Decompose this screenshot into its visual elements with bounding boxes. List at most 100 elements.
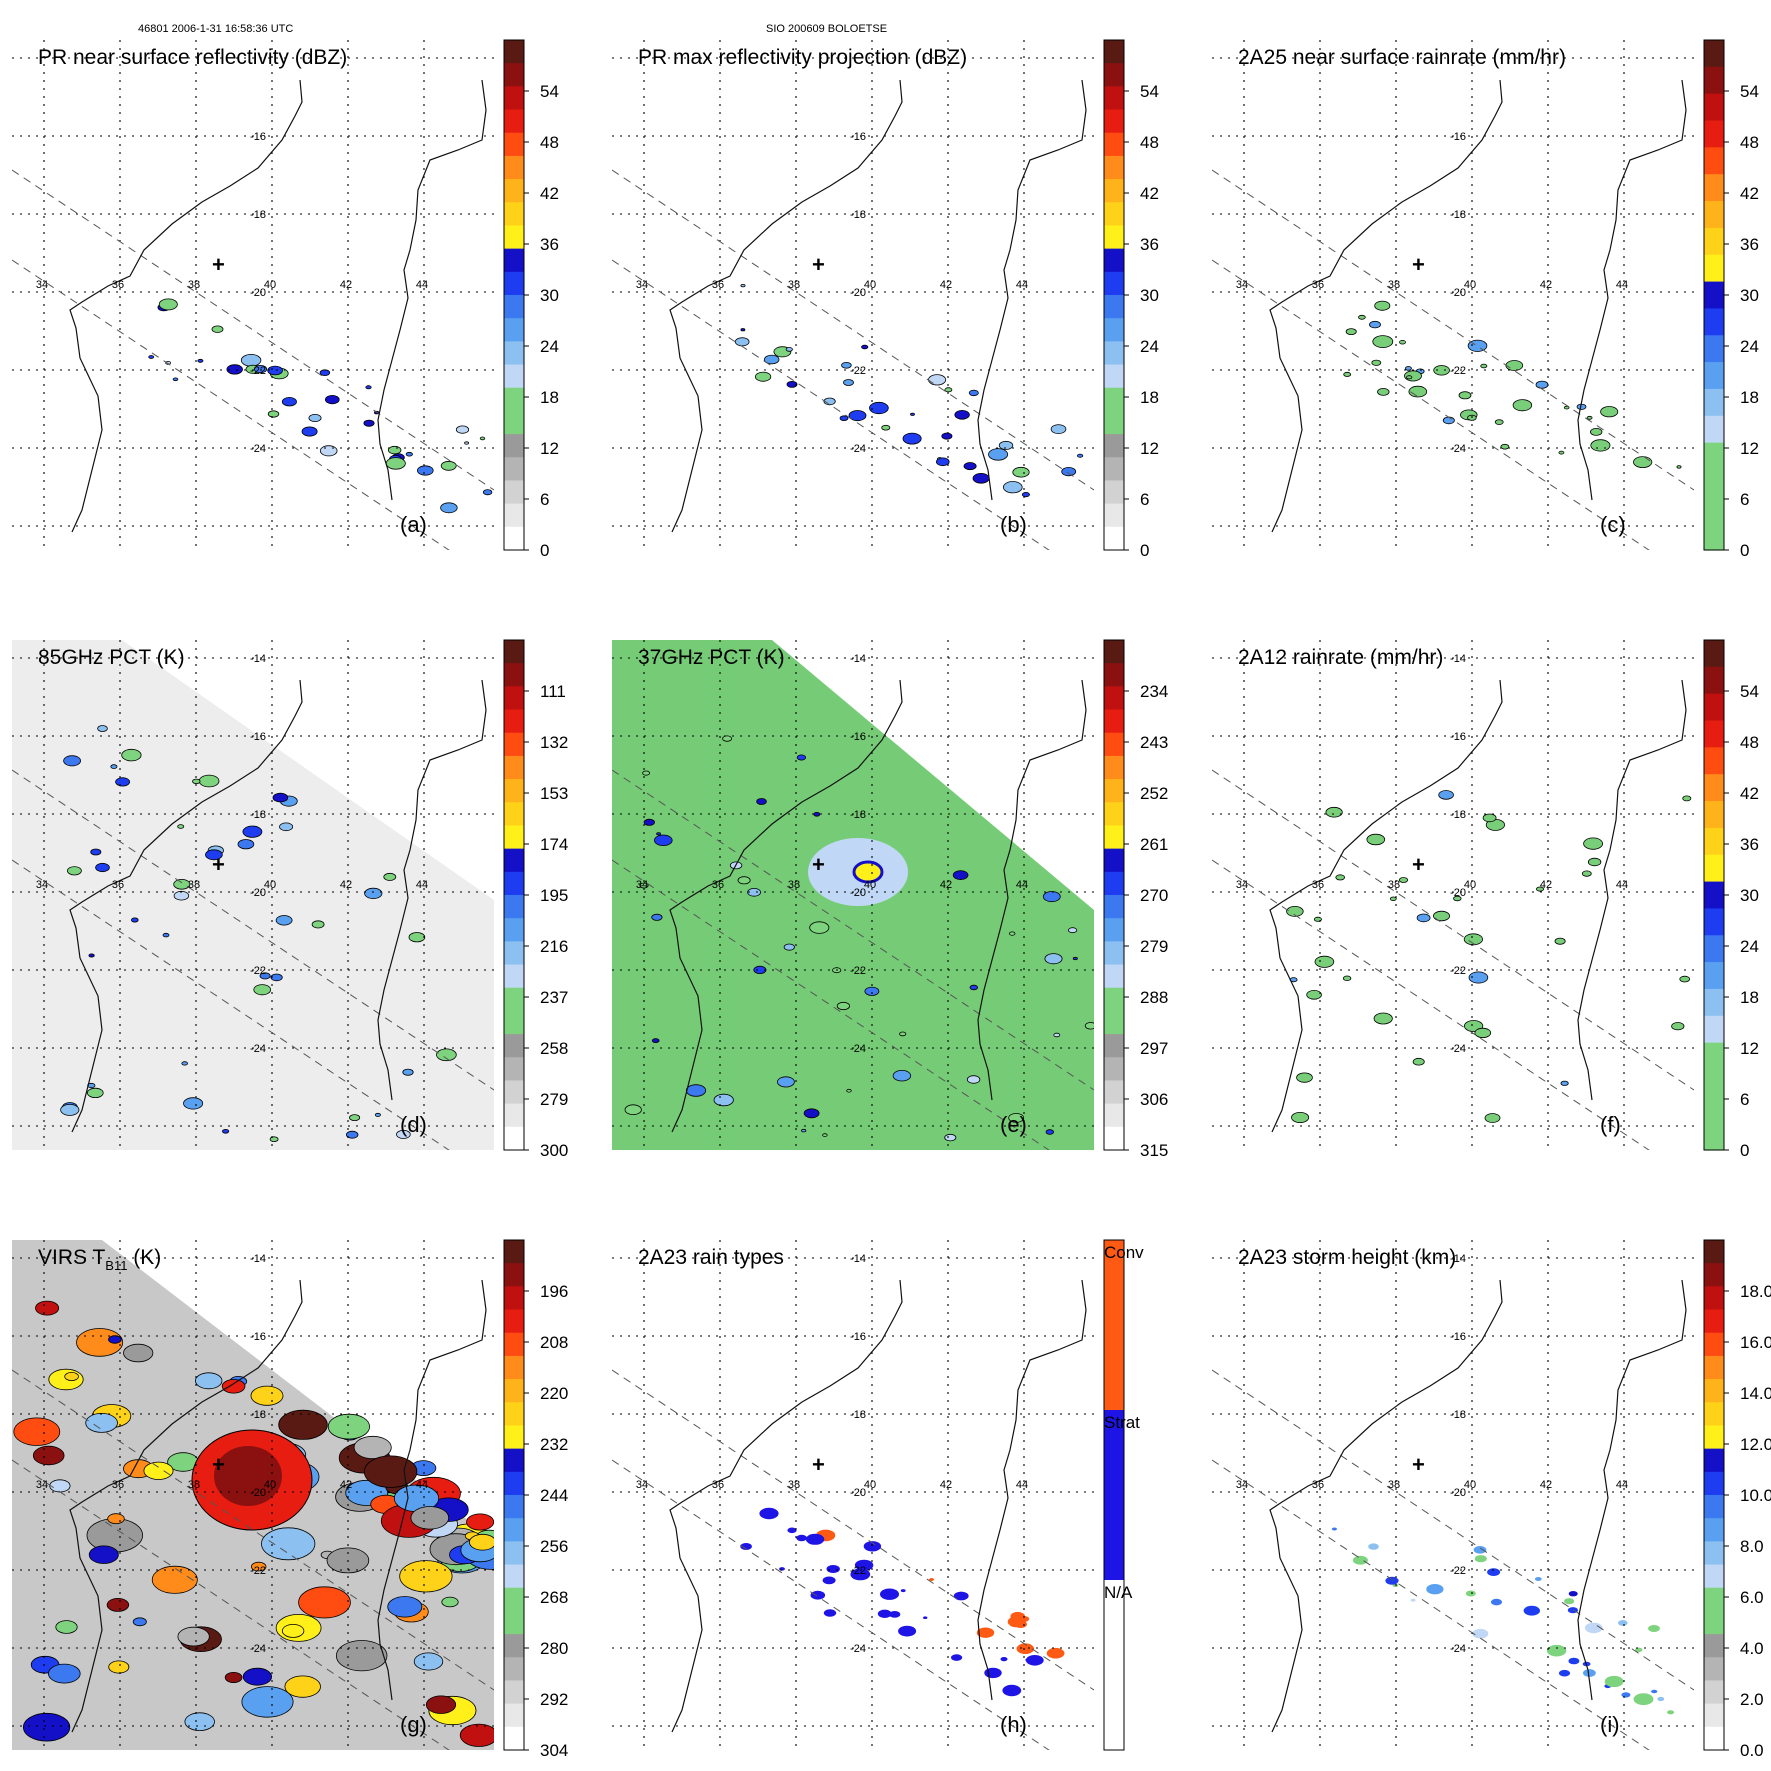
colorbar-tick-label: 270 <box>1140 886 1168 905</box>
rain-echo <box>123 1343 154 1363</box>
rain-echo <box>861 344 869 350</box>
coastline-mozambique <box>69 1279 303 1733</box>
storm-center-marker: + <box>812 252 825 277</box>
rain-echo <box>1667 1710 1675 1715</box>
colorbar-segment <box>1704 1402 1724 1427</box>
title-suffix: (K) <box>127 1246 161 1269</box>
rain-echo <box>1546 1644 1567 1657</box>
colorbar-segment <box>1704 1015 1724 1044</box>
rain-echo <box>747 888 762 897</box>
colorbar: 18.0 16.0 14.0 12.0 10.0 8.0 6.0 4.0 2.0 0.0 <box>1703 1239 1771 1760</box>
colorbar-tick-label: 0 <box>1740 1141 1749 1160</box>
lon-label: 40 <box>1464 1479 1476 1491</box>
rain-echo <box>279 822 294 832</box>
plot-area: + <box>1212 40 1694 550</box>
rain-echo <box>64 1371 79 1381</box>
rain-echo <box>399 1560 453 1593</box>
rain-echo <box>464 441 470 445</box>
rain-echo <box>177 1626 210 1647</box>
rain-echo <box>143 1461 174 1480</box>
rain-echo <box>1535 380 1549 389</box>
rain-echo <box>1021 491 1030 498</box>
lon-label: 40 <box>864 879 876 891</box>
rain-echo <box>796 1534 807 1542</box>
storm-center-marker: + <box>812 1452 825 1477</box>
lon-label: 38 <box>788 279 800 291</box>
rain-echo <box>823 1609 837 1617</box>
colorbar-segment <box>1704 1634 1724 1658</box>
rain-echo <box>841 361 852 369</box>
rain-echo <box>192 778 201 785</box>
colorbar-segment <box>504 132 524 157</box>
colorbar-tick-label: 12 <box>1740 439 1759 458</box>
colorbar: 54 48 42 36 30 24 18 12 6 0 <box>503 39 559 560</box>
colorbar-tick-label: 48 <box>1740 733 1759 752</box>
lon-label: 44 <box>1016 1479 1028 1491</box>
rain-echo <box>1568 1657 1580 1665</box>
colorbar-segment <box>504 1286 524 1311</box>
rain-echo <box>836 1001 850 1011</box>
colorbar-tick-label: 237 <box>540 988 568 1007</box>
rain-echo <box>998 440 1014 450</box>
rain-echo <box>929 1578 935 1581</box>
panel-letter: (g) <box>400 1712 427 1737</box>
rain-echo <box>349 1114 361 1122</box>
rain-echo <box>1473 1546 1487 1554</box>
colorbar-segment <box>1104 1126 1124 1151</box>
rain-echo <box>1590 439 1611 452</box>
panel-letter: (c) <box>1600 512 1626 537</box>
colorbar-tick-label: 54 <box>1140 82 1159 101</box>
rain-echo <box>222 1128 230 1134</box>
rain-echo <box>1002 481 1023 494</box>
colorbar-segment <box>504 1263 524 1287</box>
rain-echo <box>988 448 1009 461</box>
lat-label: -22 <box>850 1565 866 1577</box>
title-subscript: B11 <box>105 1258 127 1273</box>
rain-echo <box>850 1568 871 1581</box>
rain-echo <box>1371 359 1382 366</box>
rain-echo <box>76 1328 124 1357</box>
rain-echo <box>172 377 179 382</box>
rain-echo <box>643 818 655 826</box>
colorbar-segment <box>504 63 524 87</box>
colorbar-tick-label: 24 <box>540 337 559 356</box>
colorbar-tick-label: 12 <box>1740 1039 1759 1058</box>
colorbar-segment <box>1704 854 1724 883</box>
rain-echo <box>1484 1113 1501 1123</box>
colorbar-segment <box>1704 1286 1724 1311</box>
rain-echo <box>1523 1605 1540 1616</box>
rain-echo <box>211 325 224 333</box>
rain-echo <box>278 1409 328 1440</box>
colorbar-segment <box>1104 40 1124 64</box>
panel-c: + -16 -18 -20 -22 -24 34 36 38 40 42 44 2A25 near su… <box>1212 39 1759 560</box>
rain-echo <box>1404 366 1412 371</box>
colorbar-category-label: Conv <box>1104 1243 1144 1262</box>
rain-echo <box>1494 419 1504 425</box>
colorbar-segment <box>1104 1057 1124 1082</box>
swath-edge <box>1212 769 1694 1091</box>
colorbar-segment <box>504 686 524 711</box>
colorbar-segment <box>1104 295 1124 319</box>
rain-echo <box>740 284 746 288</box>
lat-label: -18 <box>250 209 266 221</box>
lon-label: 42 <box>940 879 952 891</box>
swath-edge <box>12 1369 494 1691</box>
colorbar-segment <box>1104 248 1124 273</box>
rain-echo <box>110 764 118 769</box>
colorbar-segment <box>1104 410 1124 435</box>
rain-echo <box>846 1088 852 1093</box>
colorbar-segment <box>1704 120 1724 148</box>
colorbar-segment <box>504 1010 524 1035</box>
colorbar-segment <box>1104 1580 1124 1750</box>
panel-letter: (a) <box>400 512 427 537</box>
rain-echo <box>813 812 821 817</box>
colorbar-tick-label: 111 <box>540 682 566 701</box>
rain-echo <box>1671 1022 1685 1031</box>
colorbar-segment <box>504 1425 524 1450</box>
lon-label: 38 <box>1388 1479 1400 1491</box>
rain-echo <box>436 1048 457 1062</box>
rain-echo <box>281 1623 305 1638</box>
panel-letter: (d) <box>400 1112 427 1137</box>
rain-echo <box>108 1660 130 1674</box>
rain-echo <box>1385 1576 1399 1585</box>
